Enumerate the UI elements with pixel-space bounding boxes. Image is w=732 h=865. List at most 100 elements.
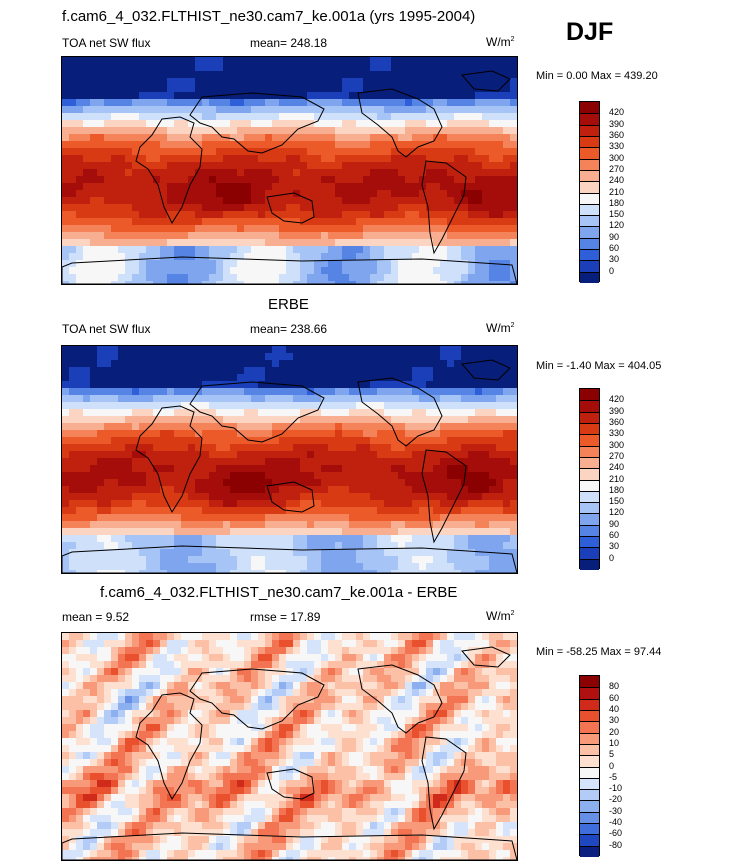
field-cell	[433, 169, 441, 177]
field-cell	[146, 402, 154, 410]
colorbar-tick-label: 180	[609, 484, 625, 495]
field-cell	[342, 204, 350, 212]
field-cell	[293, 633, 301, 641]
field-cell	[307, 346, 315, 354]
field-cell	[398, 416, 406, 424]
field-cell	[188, 57, 196, 65]
field-cell	[349, 197, 357, 205]
field-cell	[300, 176, 308, 184]
field-cell	[237, 528, 245, 536]
field-cell	[83, 647, 91, 655]
field-cell	[510, 99, 517, 107]
field-cell	[216, 353, 224, 361]
field-cell	[349, 346, 357, 354]
field-cell	[76, 535, 84, 543]
field-cell	[202, 204, 210, 212]
field-cell	[321, 472, 329, 480]
field-cell	[209, 127, 217, 135]
field-cell	[111, 402, 119, 410]
field-cell	[174, 239, 182, 247]
field-cell	[342, 232, 350, 240]
field-cell	[188, 367, 196, 375]
field-cell	[412, 197, 420, 205]
field-cell	[426, 465, 434, 473]
field-cell	[335, 106, 343, 114]
field-cell	[188, 381, 196, 389]
field-cell	[244, 71, 252, 79]
field-cell	[202, 661, 210, 669]
field-cell	[370, 197, 378, 205]
field-cell	[230, 64, 238, 72]
field-cell	[90, 430, 98, 438]
field-cell	[125, 267, 133, 275]
field-cell	[286, 430, 294, 438]
field-cell	[433, 689, 441, 697]
field-cell	[398, 260, 406, 268]
field-cell	[118, 472, 126, 480]
field-cell	[468, 92, 476, 100]
field-cell	[461, 155, 469, 163]
field-cell	[83, 169, 91, 177]
field-cell	[181, 57, 189, 65]
field-cell	[412, 253, 420, 261]
field-cell	[342, 689, 350, 697]
field-cell	[412, 374, 420, 382]
field-cell	[76, 696, 84, 704]
field-cell	[342, 451, 350, 459]
field-cell	[195, 346, 203, 354]
field-cell	[216, 71, 224, 79]
field-cell	[209, 162, 217, 170]
field-cell	[426, 232, 434, 240]
field-cell	[139, 281, 147, 284]
field-cell	[503, 246, 511, 254]
field-cell	[447, 204, 455, 212]
field-cell	[447, 668, 455, 676]
field-cell	[216, 549, 224, 557]
field-cell	[391, 113, 399, 121]
field-cell	[125, 211, 133, 219]
field-cell	[139, 253, 147, 261]
field-cell	[132, 640, 140, 648]
field-cell	[111, 246, 119, 254]
field-cell	[132, 218, 140, 226]
field-cell	[209, 395, 217, 403]
field-cell	[69, 437, 77, 445]
field-cell	[223, 416, 231, 424]
field-cell	[202, 514, 210, 522]
field-cell	[83, 451, 91, 459]
field-cell	[132, 451, 140, 459]
field-cell	[419, 521, 427, 529]
field-cell	[356, 381, 364, 389]
field-cell	[398, 211, 406, 219]
field-cell	[454, 430, 462, 438]
field-cell	[293, 183, 301, 191]
field-cell	[272, 57, 280, 65]
field-cell	[97, 127, 105, 135]
field-cell	[272, 148, 280, 156]
field-cell	[293, 423, 301, 431]
field-cell	[405, 570, 413, 573]
field-cell	[139, 85, 147, 93]
field-cell	[356, 472, 364, 480]
field-cell	[272, 281, 280, 284]
field-cell	[293, 374, 301, 382]
field-cell	[251, 570, 259, 573]
field-cell	[62, 99, 70, 107]
field-cell	[440, 346, 448, 354]
field-cell	[62, 71, 70, 79]
field-cell	[335, 346, 343, 354]
field-cell	[398, 500, 406, 508]
field-cell	[454, 416, 462, 424]
field-cell	[349, 99, 357, 107]
field-cell	[433, 479, 441, 487]
field-cell	[174, 465, 182, 473]
field-cell	[426, 253, 434, 261]
field-cell	[223, 563, 231, 571]
field-cell	[265, 78, 273, 86]
field-cell	[167, 395, 175, 403]
field-cell	[412, 190, 420, 198]
field-cell	[167, 388, 175, 396]
field-cell	[223, 647, 231, 655]
field-cell	[181, 430, 189, 438]
field-cell	[363, 260, 371, 268]
